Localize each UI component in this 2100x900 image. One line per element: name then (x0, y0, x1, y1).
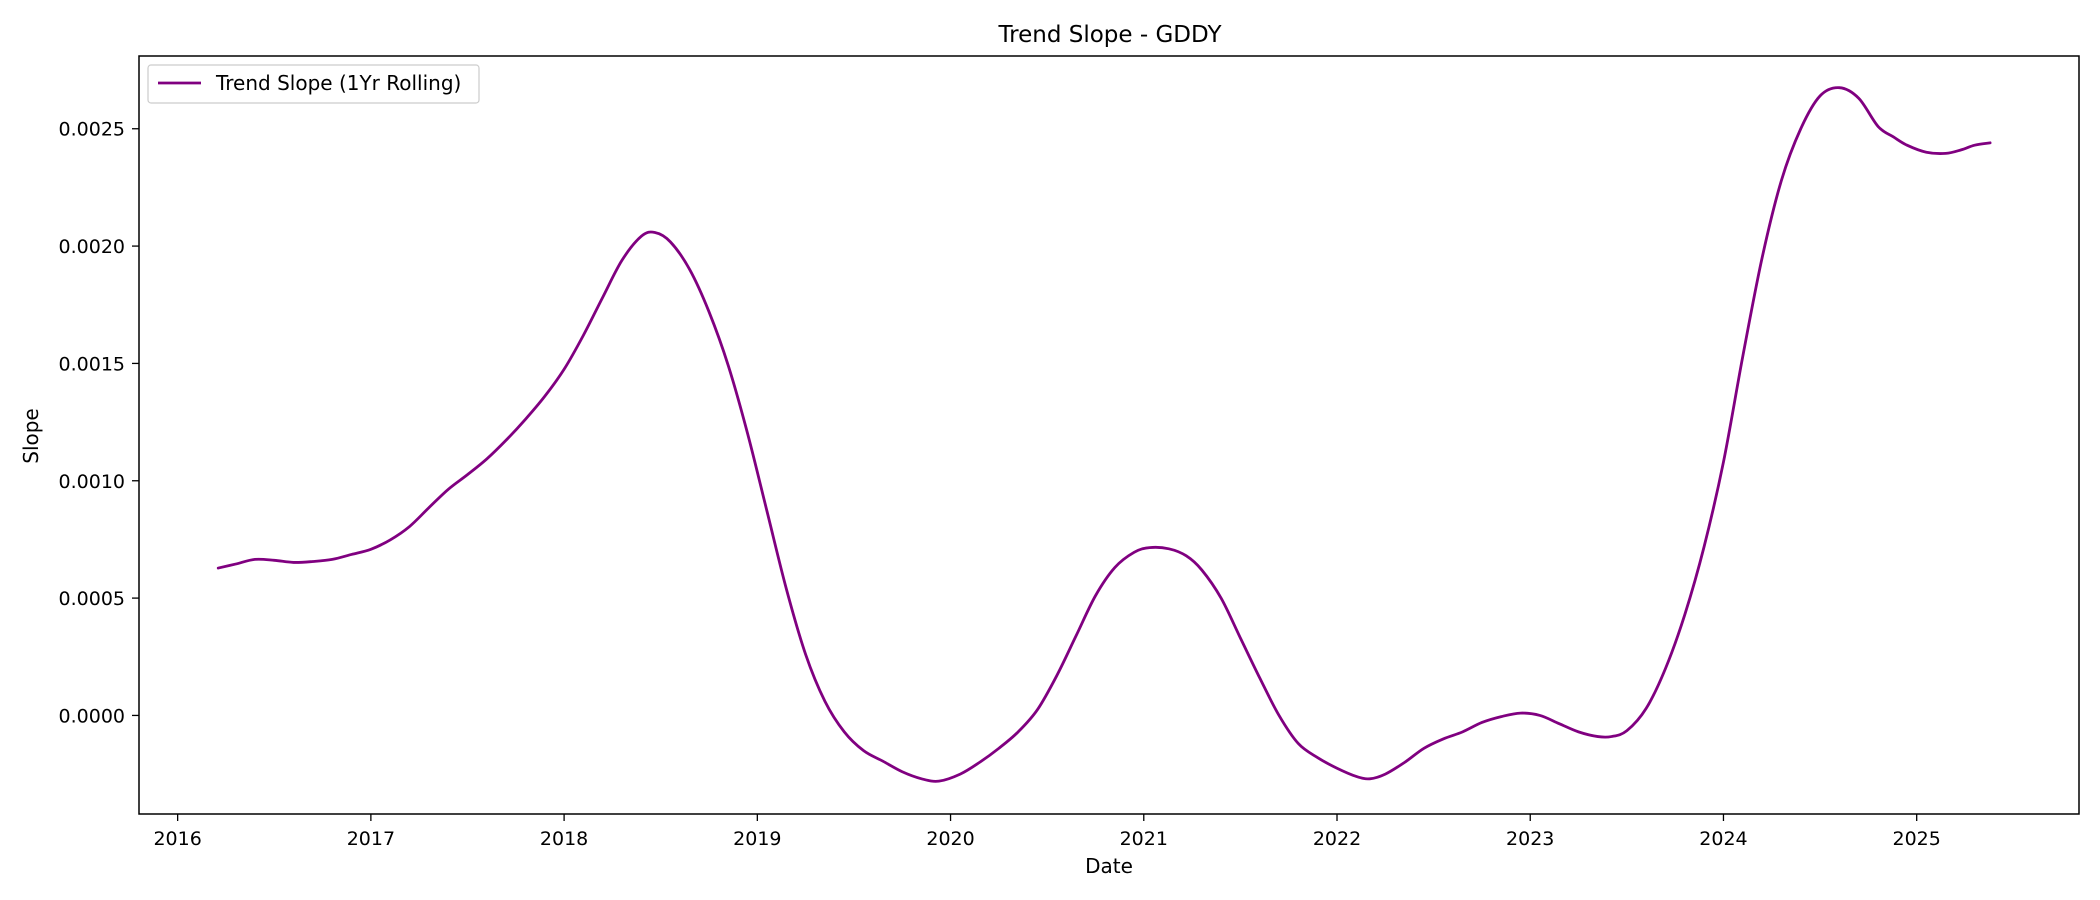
x-tick-label: 2023 (1506, 828, 1554, 850)
series-layer (216, 86, 1992, 783)
y-axis: 0.0000 0.0005 0.0010 0.0015 0.0020 0.0025 (59, 119, 139, 727)
series-line (216, 86, 1992, 783)
x-tick-label: 2019 (733, 828, 781, 850)
x-axis-label: Date (1085, 854, 1133, 878)
y-tick-label: 0.0000 (59, 705, 125, 727)
legend: Trend Slope (1Yr Rolling) (147, 64, 480, 104)
x-tick-label: 2021 (1120, 828, 1168, 850)
x-tick-label: 2018 (540, 828, 588, 850)
plot-frame (138, 55, 2080, 815)
x-tick-label: 2022 (1313, 828, 1361, 850)
x-tick-label: 2017 (347, 828, 395, 850)
y-tick-label: 0.0015 (59, 353, 125, 375)
x-tick-label: 2024 (1699, 828, 1747, 850)
plot-area (138, 55, 2080, 815)
x-tick-label: 2025 (1893, 828, 1941, 850)
legend-box (147, 64, 480, 104)
y-tick-label: 0.0025 (59, 119, 125, 141)
x-tick-label: 2016 (153, 828, 201, 850)
chart-title: Trend Slope - GDDY (997, 22, 1222, 48)
x-axis: 2016 2017 2018 2019 2020 2021 2022 2023 2024 2025 (153, 814, 1941, 850)
y-tick-label: 0.0005 (59, 588, 125, 610)
x-tick-label: 2020 (926, 828, 974, 850)
legend-label: Trend Slope (1Yr Rolling) (215, 71, 461, 95)
y-tick-label: 0.0020 (59, 236, 125, 258)
y-tick-label: 0.0010 (59, 471, 125, 493)
y-axis-label: Slope (19, 408, 43, 464)
